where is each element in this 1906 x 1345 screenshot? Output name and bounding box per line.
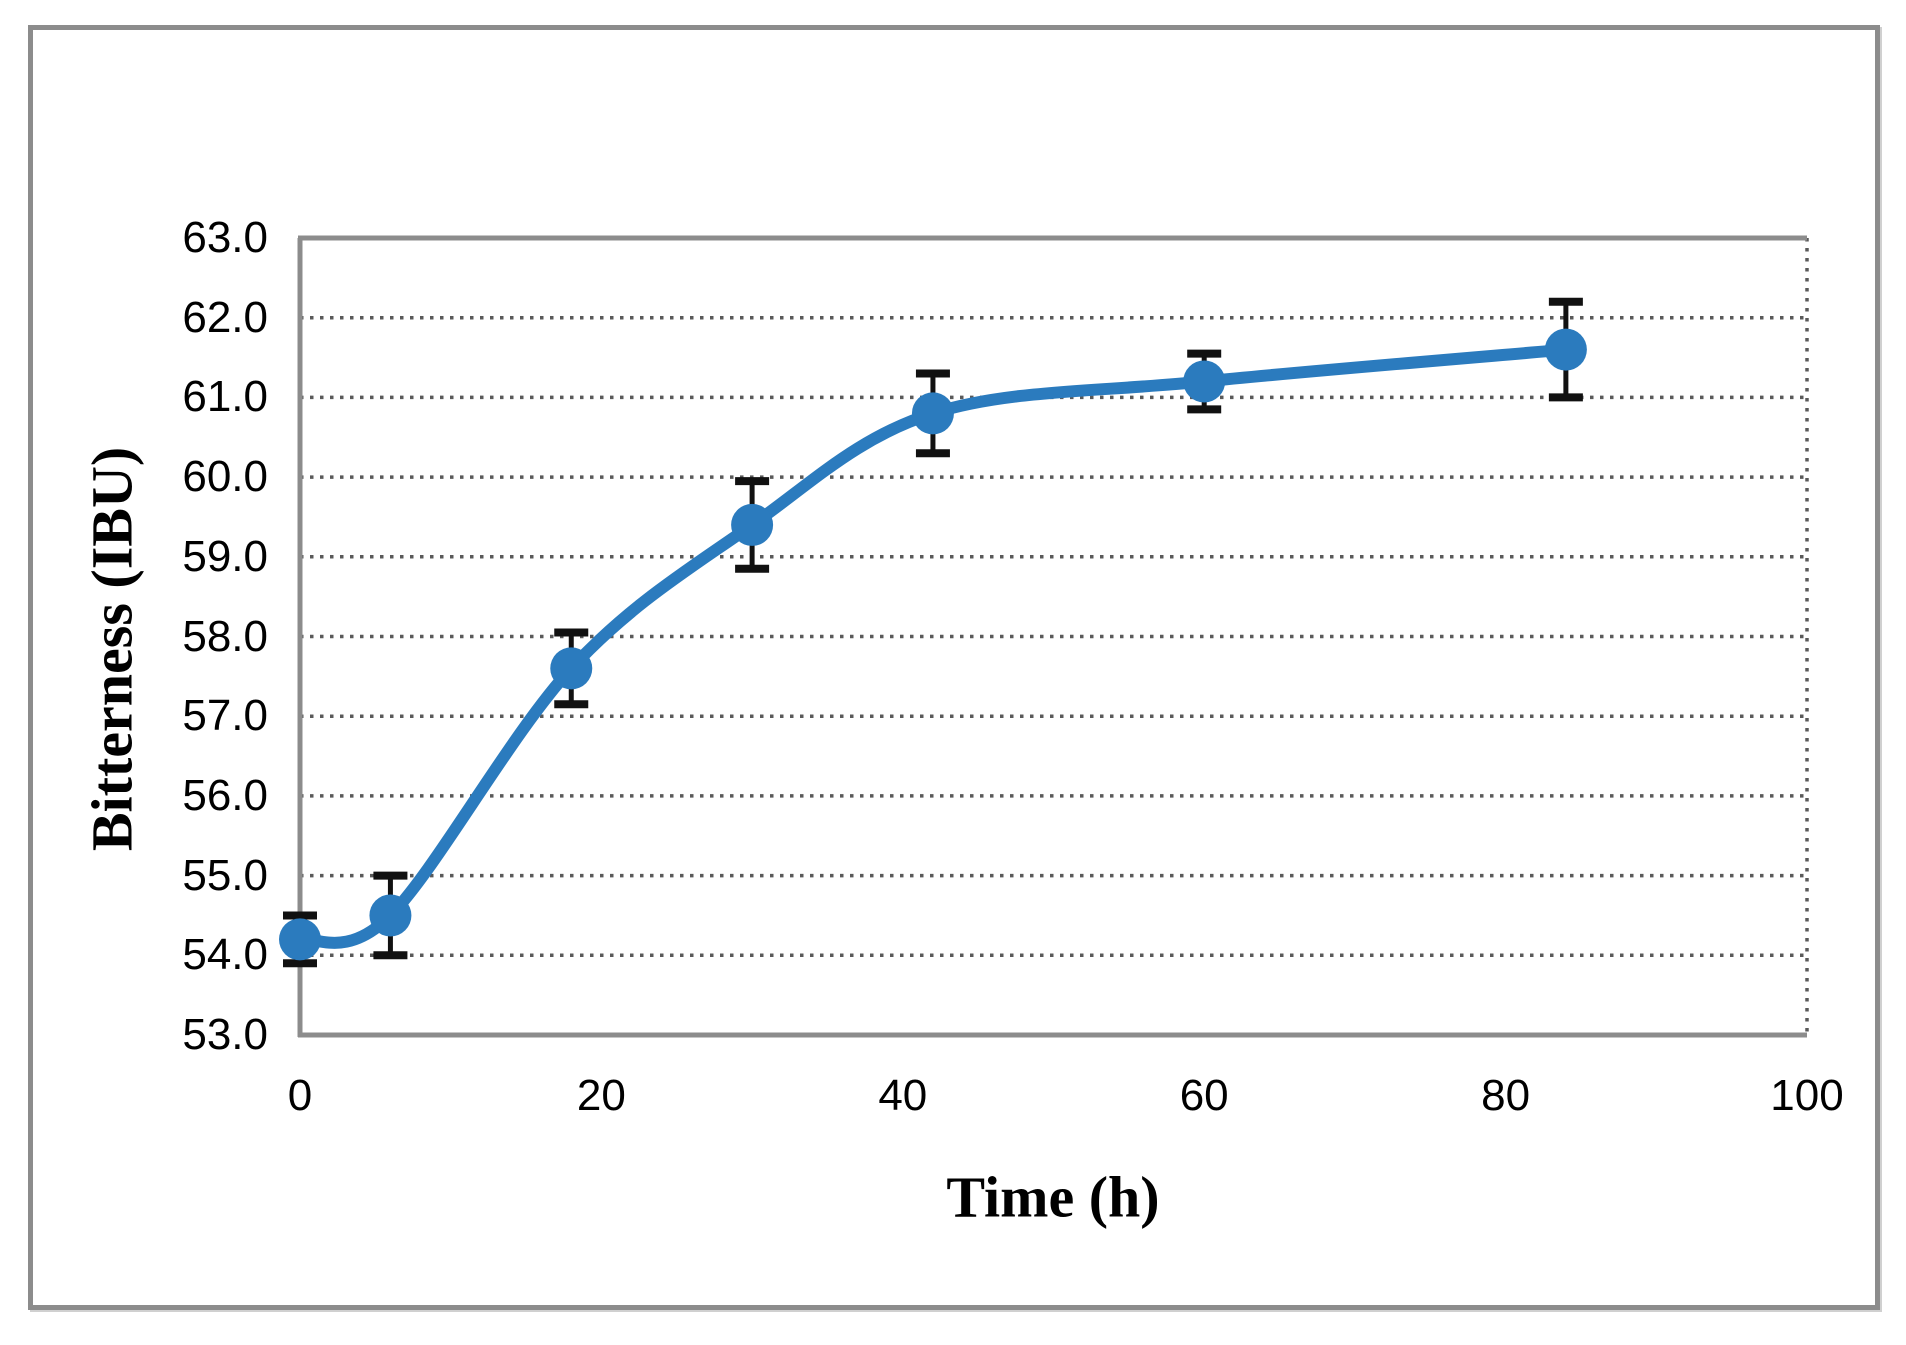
x-tick-label: 60 (1179, 1071, 1229, 1120)
x-tick-label: 80 (1481, 1071, 1531, 1120)
x-tick-label: 0 (287, 1071, 313, 1120)
data-point-marker (1544, 328, 1587, 371)
y-axis-title: Bitterness (IBU) (79, 446, 145, 852)
data-point-marker (279, 918, 321, 961)
series-line (294, 343, 1572, 949)
y-tick-label: 60.0 (182, 452, 268, 502)
data-point-marker (911, 392, 954, 435)
x-tick-label: 20 (576, 1071, 626, 1120)
data-point-marker (1183, 360, 1226, 403)
y-tick-label: 56.0 (182, 770, 268, 820)
y-tick-label: 58.0 (182, 611, 268, 661)
y-tick-label: 62.0 (182, 292, 268, 342)
y-tick-label: 55.0 (182, 850, 268, 900)
y-tick-label: 57.0 (182, 691, 268, 741)
x-tick-label: 100 (1770, 1071, 1844, 1120)
y-tick-label: 59.0 (182, 531, 268, 581)
x-tick-label: 40 (878, 1071, 928, 1120)
y-tick-label: 54.0 (182, 930, 268, 980)
data-point-marker (550, 647, 593, 690)
data-point-marker (731, 503, 774, 546)
x-axis-title: Time (h) (946, 1164, 1160, 1230)
y-tick-label: 63.0 (182, 213, 268, 262)
data-point-marker (369, 894, 412, 937)
y-tick-label: 53.0 (182, 1010, 268, 1059)
y-tick-label: 61.0 (182, 372, 268, 422)
